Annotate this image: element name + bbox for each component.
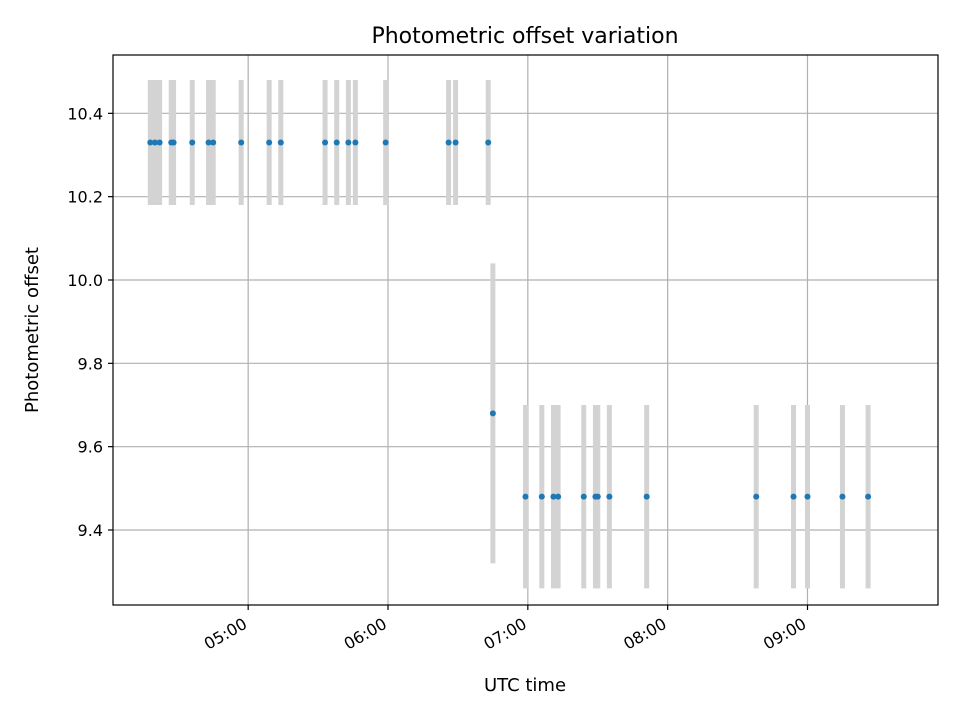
errorbar-layer bbox=[147, 80, 871, 589]
data-point bbox=[382, 139, 389, 146]
x-tick-label: 09:00 bbox=[760, 614, 809, 654]
data-point bbox=[594, 493, 601, 500]
data-point bbox=[445, 139, 452, 146]
y-tick-label: 10.4 bbox=[67, 104, 103, 123]
x-tick-label: 08:00 bbox=[620, 614, 669, 654]
data-point bbox=[205, 139, 212, 146]
y-tick-label: 10.2 bbox=[67, 188, 103, 207]
x-axis-label: UTC time bbox=[484, 675, 566, 696]
data-point bbox=[643, 493, 650, 500]
data-point bbox=[580, 493, 587, 500]
data-point bbox=[352, 139, 359, 146]
x-tick-label: 05:00 bbox=[201, 614, 250, 654]
data-point bbox=[489, 410, 496, 417]
y-tick-label: 10.0 bbox=[67, 271, 103, 290]
data-point bbox=[804, 493, 811, 500]
data-point bbox=[452, 139, 459, 146]
data-point bbox=[839, 493, 846, 500]
data-point bbox=[333, 139, 340, 146]
y-tick-label: 9.6 bbox=[78, 438, 103, 457]
data-point bbox=[238, 139, 245, 146]
data-point bbox=[753, 493, 760, 500]
data-point bbox=[266, 139, 273, 146]
data-point bbox=[147, 139, 154, 146]
points-layer bbox=[147, 139, 872, 500]
data-point bbox=[606, 493, 613, 500]
plot-area-frame bbox=[112, 54, 939, 606]
chart-title: Photometric offset variation bbox=[371, 24, 678, 49]
y-tick-label: 9.4 bbox=[78, 521, 103, 540]
ticks-layer: 05:00 06:00 07:00 08:00 09:00 9.4 9.6 9.8 10.0 10… bbox=[67, 104, 809, 653]
data-point bbox=[210, 139, 217, 146]
data-point bbox=[322, 139, 329, 146]
data-point bbox=[865, 493, 872, 500]
x-tick-label: 06:00 bbox=[341, 614, 390, 654]
y-tick-label: 9.8 bbox=[78, 354, 103, 373]
data-point bbox=[538, 493, 545, 500]
data-point bbox=[522, 493, 529, 500]
data-point bbox=[189, 139, 196, 146]
y-axis-label: Photometric offset bbox=[22, 247, 43, 413]
data-point bbox=[170, 139, 177, 146]
data-point bbox=[277, 139, 284, 146]
data-point bbox=[790, 493, 797, 500]
data-point bbox=[151, 139, 158, 146]
data-point bbox=[156, 139, 163, 146]
data-point bbox=[555, 493, 562, 500]
data-point bbox=[550, 493, 557, 500]
data-point bbox=[345, 139, 352, 146]
data-point bbox=[485, 139, 492, 146]
x-tick-label: 07:00 bbox=[480, 614, 529, 654]
